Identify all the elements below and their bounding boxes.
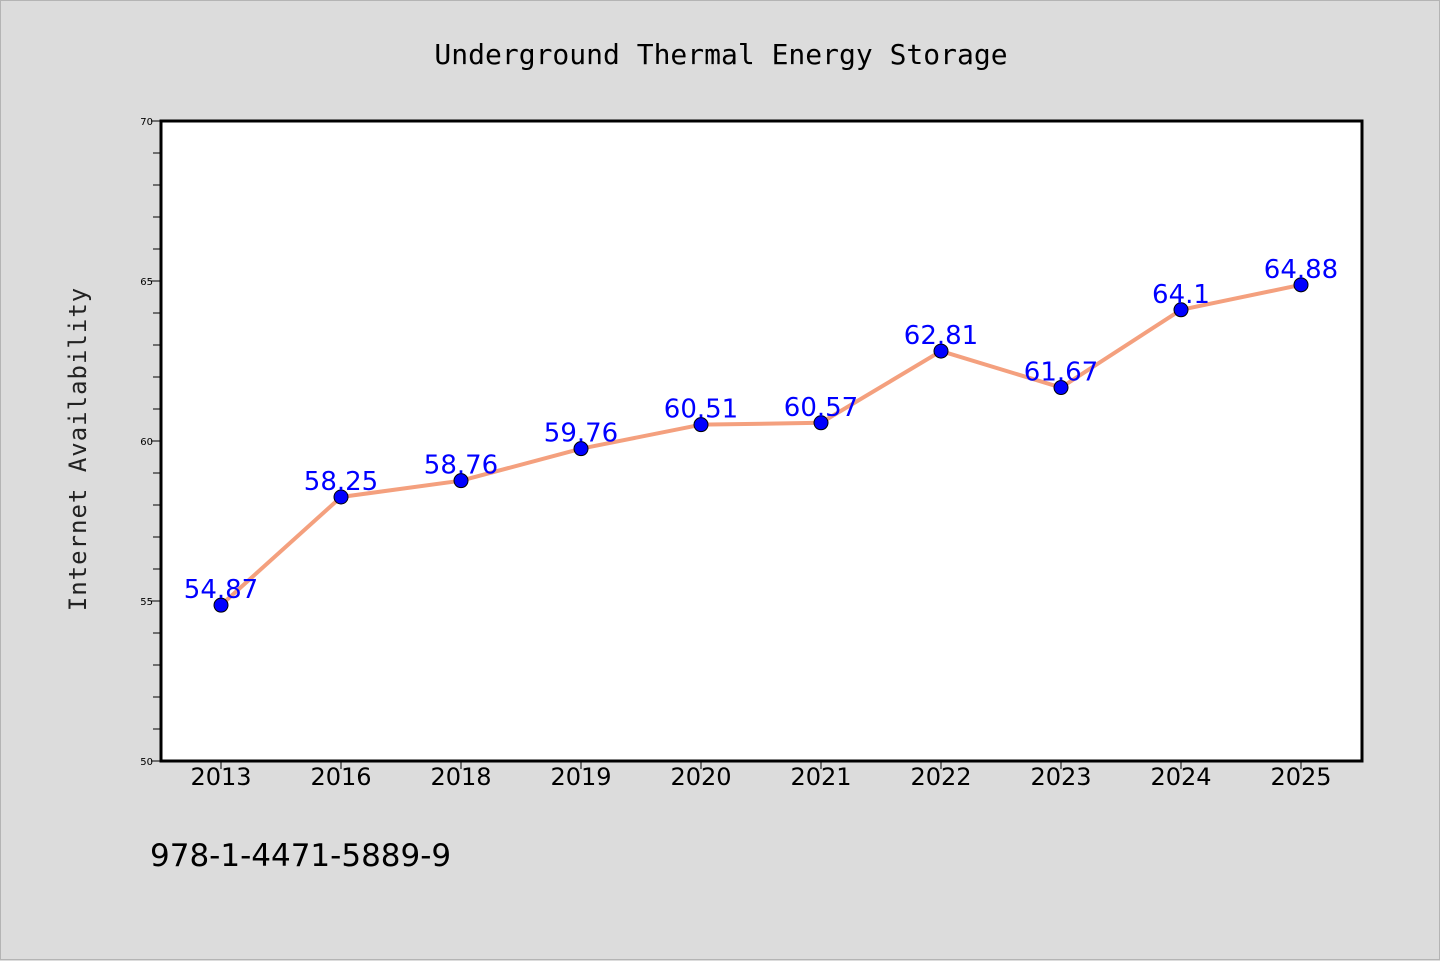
x-tick-label: 2023 xyxy=(1030,763,1091,791)
data-point-marker xyxy=(1293,277,1309,293)
data-label: 61.67 xyxy=(1024,358,1098,388)
x-tick-label: 2016 xyxy=(310,763,371,791)
y-tick-label: 70 xyxy=(140,117,153,128)
data-label: 58.76 xyxy=(424,451,498,481)
y-tick-label: 60 xyxy=(140,437,153,448)
x-tick-label: 2018 xyxy=(430,763,491,791)
y-tick-label: 65 xyxy=(140,277,153,288)
data-point-marker xyxy=(813,415,829,431)
x-tick-label: 2020 xyxy=(670,763,731,791)
x-tick-label: 2019 xyxy=(550,763,611,791)
footnote: 978-1-4471-5889-9 xyxy=(150,838,451,874)
y-axis: 50 55 60 65 70 xyxy=(140,117,161,768)
data-point-marker xyxy=(933,343,949,359)
data-point-marker xyxy=(693,417,709,433)
data-point-marker xyxy=(1053,380,1069,396)
data-label: 54.87 xyxy=(184,575,258,605)
series-line xyxy=(219,282,1303,608)
data-label: 60.57 xyxy=(784,393,858,423)
data-label: 64.88 xyxy=(1264,255,1338,285)
data-label: 58.25 xyxy=(304,467,378,497)
chart-title: Underground Thermal Energy Storage xyxy=(434,38,1007,71)
y-tick-label: 55 xyxy=(140,597,153,608)
x-tick-label: 2022 xyxy=(910,763,971,791)
y-tick-label: 50 xyxy=(140,757,153,768)
data-label: 59.76 xyxy=(544,419,618,449)
y-axis-label: Internet Availability xyxy=(64,287,92,611)
data-point-marker xyxy=(1173,302,1189,318)
data-point-marker xyxy=(333,489,349,505)
data-label: 60.51 xyxy=(664,395,738,425)
data-point-marker xyxy=(213,597,229,613)
data-point-marker xyxy=(453,473,469,489)
plot-area xyxy=(159,119,1364,763)
x-tick-label: 2025 xyxy=(1270,763,1331,791)
x-axis: 2013 2016 2018 2019 2020 2021 2022 2023 2024 2025 xyxy=(190,761,1332,791)
series-layer: 54.87 58.25 58.76 59.76 60.51 60.57 62.81 61.67… xyxy=(184,255,1338,613)
data-label: 64.1 xyxy=(1152,280,1210,310)
x-tick-label: 2024 xyxy=(1150,763,1211,791)
data-label: 62.81 xyxy=(904,321,978,351)
data-point-marker xyxy=(573,441,589,457)
x-tick-label: 2013 xyxy=(190,763,251,791)
x-tick-label: 2021 xyxy=(790,763,851,791)
